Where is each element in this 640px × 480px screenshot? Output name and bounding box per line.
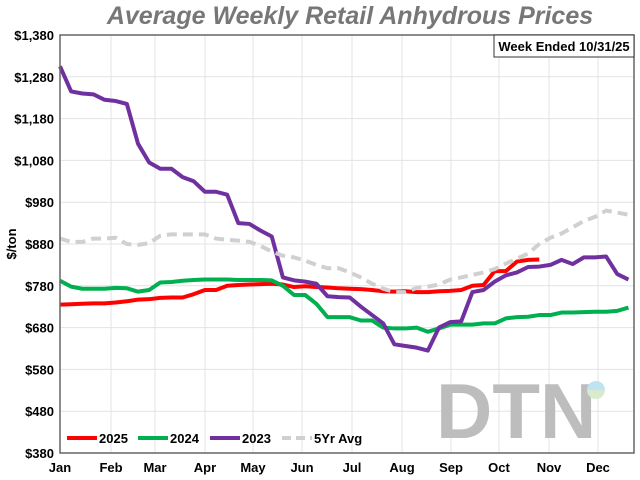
legend-label: 5Yr Avg: [314, 431, 362, 446]
x-tick-label: Jun: [290, 460, 313, 475]
x-tick-label: Jan: [49, 460, 71, 475]
x-tick-label: Mar: [143, 460, 166, 475]
y-tick-label: $1,180: [14, 112, 54, 127]
y-tick-label: $680: [25, 321, 54, 336]
x-tick-label: Sep: [439, 460, 463, 475]
y-tick-label: $380: [25, 446, 54, 461]
logo-circle-bottom: [587, 390, 605, 399]
x-tick-label: Jul: [343, 460, 362, 475]
plot-border: [59, 34, 635, 454]
legend-label: 2023: [242, 431, 271, 446]
y-tick-label: $880: [25, 237, 54, 252]
y-tick-label: $980: [25, 195, 54, 210]
series-line-5yr-avg: [59, 208, 629, 295]
y-axis-label: $/ton: [4, 228, 19, 259]
legend-label: 2025: [99, 431, 128, 446]
logo-circle-top: [587, 381, 605, 390]
week-ended-label: Week Ended 10/31/25: [498, 39, 629, 54]
legend-label: 2024: [170, 431, 200, 446]
y-tick-label: $1,080: [14, 153, 54, 168]
x-tick-label: May: [240, 460, 266, 475]
x-tick-label: Dec: [586, 460, 610, 475]
annotation-box: [493, 34, 635, 58]
chart-title: Average Weekly Retail Anhydrous Prices: [106, 2, 594, 30]
y-tick-label: $780: [25, 279, 54, 294]
y-tick-label: $1,380: [14, 28, 54, 43]
y-tick-label: $480: [25, 404, 54, 419]
x-tick-label: Nov: [537, 460, 562, 475]
series-line-2023: [58, 65, 630, 353]
x-tick-label: Oct: [488, 460, 510, 475]
series-line-2025: [59, 257, 540, 307]
dtn-logo: DTN: [436, 367, 596, 455]
y-tick-label: $580: [25, 362, 54, 377]
y-tick-label: $1,280: [14, 70, 54, 85]
series-line-2024: [59, 277, 630, 334]
x-tick-label: Feb: [99, 460, 122, 475]
x-tick-label: Apr: [194, 460, 216, 475]
x-tick-label: Aug: [389, 460, 414, 475]
